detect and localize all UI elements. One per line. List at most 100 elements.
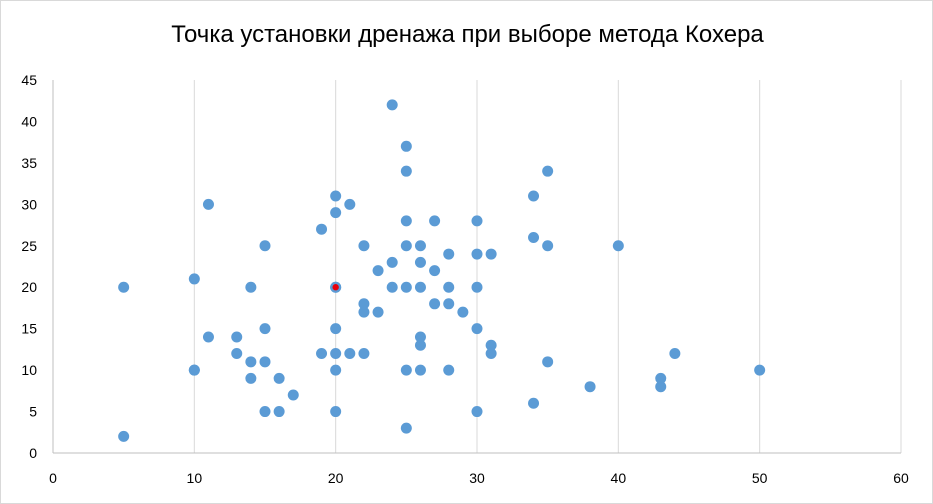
data-point — [400, 422, 412, 434]
data-point — [414, 281, 426, 293]
data-point — [273, 406, 285, 418]
data-point — [485, 339, 497, 351]
x-tick-label: 40 — [611, 470, 627, 486]
data-point — [528, 397, 540, 409]
x-tick-label: 0 — [49, 470, 57, 486]
data-point — [372, 265, 384, 277]
data-point — [400, 165, 412, 177]
data-point — [471, 323, 483, 335]
y-tick-label: 45 — [21, 72, 37, 88]
y-tick-label: 10 — [21, 362, 37, 378]
data-point — [330, 348, 342, 360]
data-point — [358, 298, 370, 310]
data-point — [429, 298, 441, 310]
data-point — [330, 364, 342, 376]
data-point — [259, 240, 271, 252]
data-point — [443, 248, 455, 260]
data-point — [414, 256, 426, 268]
data-point — [118, 430, 130, 442]
data-point — [202, 331, 214, 343]
data-point — [259, 356, 271, 368]
data-point — [655, 372, 667, 384]
data-point — [443, 298, 455, 310]
x-tick-labels: 0 10 20 30 40 50 60 — [49, 470, 909, 486]
highlight-point — [332, 284, 339, 291]
data-point — [358, 306, 370, 318]
data-point — [386, 256, 398, 268]
data-point — [330, 406, 342, 418]
data-point — [542, 165, 554, 177]
data-point — [316, 223, 328, 235]
data-point — [358, 240, 370, 252]
data-point — [400, 281, 412, 293]
data-point — [471, 215, 483, 227]
data-point — [118, 281, 130, 293]
chart-title: Точка установки дренажа при выборе метод… — [171, 21, 764, 48]
data-point — [457, 306, 469, 318]
data-point — [485, 348, 497, 360]
data-point — [259, 323, 271, 335]
y-tick-label: 40 — [21, 113, 37, 129]
data-point — [754, 364, 766, 376]
y-tick-label: 0 — [29, 445, 37, 461]
data-point — [414, 240, 426, 252]
data-point — [344, 198, 356, 210]
data-point — [344, 348, 356, 360]
data-point — [330, 323, 342, 335]
data-points — [118, 99, 766, 442]
data-point — [528, 190, 540, 202]
data-point — [245, 372, 257, 384]
data-point — [330, 207, 342, 219]
data-point — [202, 198, 214, 210]
data-point — [471, 248, 483, 260]
data-point — [188, 364, 200, 376]
data-point — [245, 356, 257, 368]
data-point — [400, 240, 412, 252]
x-tick-label: 30 — [469, 470, 485, 486]
data-point — [330, 190, 342, 202]
data-point — [542, 356, 554, 368]
data-point — [273, 372, 285, 384]
grid-lines — [193, 80, 902, 453]
data-point — [471, 281, 483, 293]
y-tick-label: 20 — [21, 279, 37, 295]
data-point — [443, 364, 455, 376]
data-point — [471, 406, 483, 418]
data-point — [386, 281, 398, 293]
x-tick-label: 20 — [328, 470, 344, 486]
data-point — [429, 265, 441, 277]
data-point — [287, 389, 299, 401]
data-point — [188, 273, 200, 285]
y-tick-label: 5 — [29, 404, 37, 420]
data-point — [542, 240, 554, 252]
data-point — [372, 306, 384, 318]
data-point — [414, 331, 426, 343]
data-point — [231, 331, 243, 343]
y-tick-label: 15 — [21, 321, 37, 337]
data-point — [612, 240, 624, 252]
data-point — [259, 406, 271, 418]
data-point — [386, 99, 398, 111]
y-tick-label: 25 — [21, 238, 37, 254]
data-point — [400, 140, 412, 152]
data-point — [400, 215, 412, 227]
data-point — [669, 348, 681, 360]
data-point — [528, 231, 540, 243]
axes — [52, 80, 901, 454]
data-point — [443, 281, 455, 293]
x-tick-label: 10 — [187, 470, 203, 486]
data-point — [400, 364, 412, 376]
y-tick-labels: 0 5 10 15 20 25 30 35 40 45 — [21, 72, 37, 461]
data-point — [485, 248, 497, 260]
data-point — [429, 215, 441, 227]
data-point — [584, 381, 596, 393]
data-point — [316, 348, 328, 360]
data-point — [358, 348, 370, 360]
y-tick-label: 30 — [21, 196, 37, 212]
data-point — [414, 364, 426, 376]
data-point — [414, 339, 426, 351]
x-tick-label: 50 — [752, 470, 768, 486]
data-point — [231, 348, 243, 360]
x-tick-label: 60 — [893, 470, 909, 486]
